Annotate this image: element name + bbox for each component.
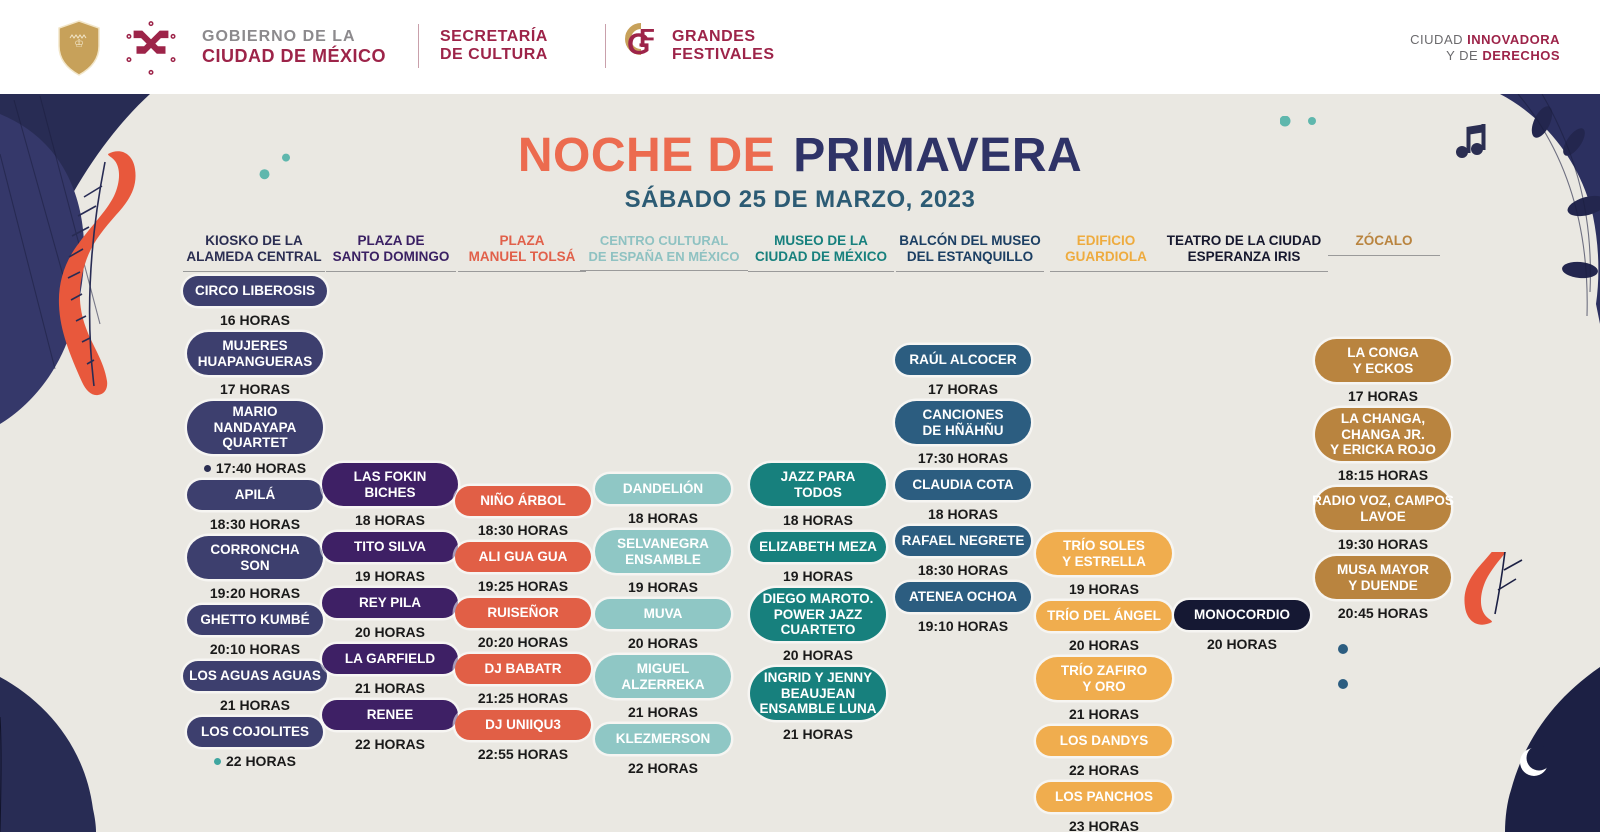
svg-text:♔: ♔ xyxy=(74,38,84,50)
svg-text:F: F xyxy=(639,23,655,53)
